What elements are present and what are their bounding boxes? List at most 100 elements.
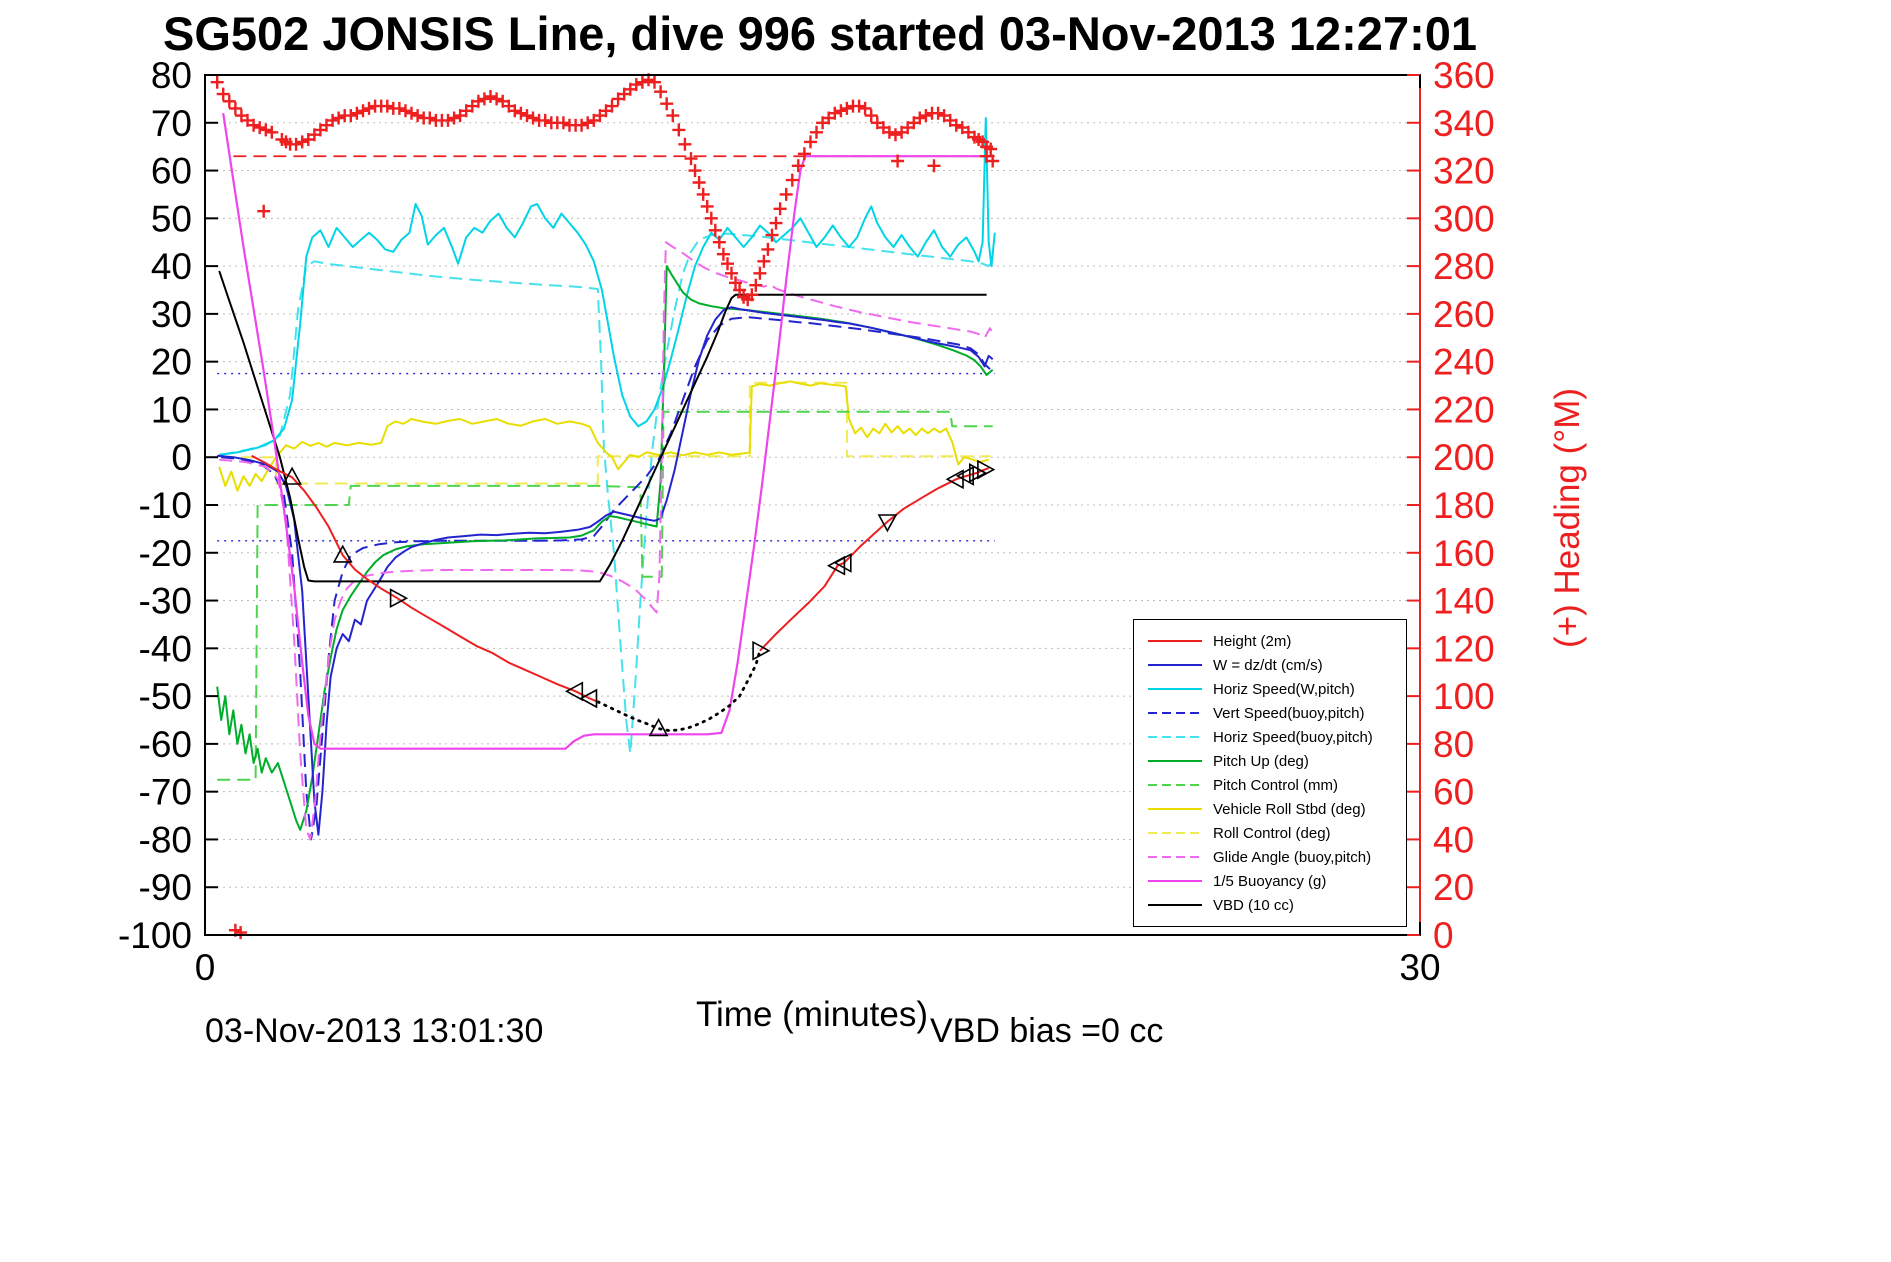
chart-title: SG502 JONSIS Line, dive 996 started 03-N… [162, 7, 1478, 60]
series-height-apogee [596, 649, 762, 732]
legend-item-pitch-up-deg: Pitch Up (deg) [1146, 749, 1406, 773]
footer-vbd-bias: VBD bias =0 cc [930, 1012, 1164, 1050]
legend-line-sample [1148, 832, 1202, 834]
legend-item-glide-angle-buoy-pitch: Glide Angle (buoy,pitch) [1146, 845, 1406, 869]
height-triangle-marker-13 [977, 459, 996, 480]
left-tick-label--10: -10 [139, 485, 192, 526]
right-tick-label-80: 80 [1433, 724, 1474, 765]
left-tick-label-70: 70 [151, 103, 192, 144]
right-tick-label-260: 260 [1433, 294, 1495, 335]
legend-line-sample [1148, 904, 1202, 906]
legend-item-horiz-speed-w-pitch: Horiz Speed(W,pitch) [1146, 677, 1406, 701]
series-heading-plus-markers [210, 73, 1000, 940]
left-tick-label-80: 80 [151, 55, 192, 96]
legend-item-w-dz-dt-cm-s: W = dz/dt (cm/s) [1146, 653, 1406, 677]
legend-line-sample [1148, 712, 1202, 714]
legend-line-sample [1148, 688, 1202, 690]
left-tick-label--40: -40 [139, 628, 192, 669]
legend-label: Pitch Up (deg) [1213, 752, 1309, 770]
series-horiz-speed-buoy [221, 232, 996, 755]
legend-line-sample [1148, 856, 1202, 858]
legend-label: Pitch Control (mm) [1213, 776, 1339, 794]
left-tick-label-20: 20 [151, 342, 192, 383]
legend-item-pitch-control-mm: Pitch Control (mm) [1146, 773, 1406, 797]
legend-line-sample [1148, 784, 1202, 786]
x-axis-label: Time (minutes) [695, 995, 929, 1034]
legend-line-sample [1148, 808, 1202, 810]
legend-item-height-2m: Height (2m) [1146, 629, 1406, 653]
right-tick-label-160: 160 [1433, 533, 1495, 574]
left-tick-label--20: -20 [139, 533, 192, 574]
legend-item-horiz-speed-buoy-pitch: Horiz Speed(buoy,pitch) [1146, 725, 1406, 749]
footer-start-timestamp: 03-Nov-2013 13:01:30 [205, 1012, 544, 1050]
left-tick-label--80: -80 [139, 819, 192, 860]
left-tick-label-40: 40 [151, 246, 192, 287]
x-tick-label-30: 30 [1399, 947, 1440, 988]
left-tick-label-10: 10 [151, 389, 192, 430]
legend-label: Horiz Speed(buoy,pitch) [1213, 728, 1373, 746]
right-tick-label-60: 60 [1433, 772, 1474, 813]
legend-label: Vehicle Roll Stbd (deg) [1213, 800, 1366, 818]
series-glide-angle [219, 241, 994, 841]
right-tick-label-320: 320 [1433, 151, 1495, 192]
right-tick-label-140: 140 [1433, 581, 1495, 622]
right-tick-label-100: 100 [1433, 676, 1495, 717]
height-triangle-marker-5 [648, 717, 669, 737]
series-height-ascent [759, 467, 990, 652]
legend-label: Vert Speed(buoy,pitch) [1213, 704, 1365, 722]
height-triangle-marker-2 [389, 588, 409, 609]
series-height-descent [251, 454, 599, 703]
legend-line-sample [1148, 640, 1202, 642]
right-tick-label-40: 40 [1433, 819, 1474, 860]
height-triangle-marker-9 [877, 514, 898, 533]
right-tick-label-340: 340 [1433, 103, 1495, 144]
left-tick-label--30: -30 [139, 581, 192, 622]
legend-label: Roll Control (deg) [1213, 824, 1331, 842]
right-tick-label-220: 220 [1433, 389, 1495, 430]
legend-line-sample [1148, 736, 1202, 738]
legend-line-sample [1148, 664, 1202, 666]
left-tick-label--70: -70 [139, 772, 192, 813]
left-tick-label--100: -100 [118, 915, 192, 956]
right-tick-label-180: 180 [1433, 485, 1495, 526]
legend: Height (2m) W = dz/dt (cm/s) Horiz Speed(W… [1133, 619, 1407, 927]
legend-item-vbd-10-cc: VBD (10 cc) [1146, 893, 1406, 917]
height-triangle-marker-11 [955, 465, 975, 486]
right-y-axis-label: (+) Heading (°M) [1548, 387, 1587, 648]
right-tick-label-280: 280 [1433, 246, 1495, 287]
legend-item-vehicle-roll-stbd-deg: Vehicle Roll Stbd (deg) [1146, 797, 1406, 821]
left-tick-label-50: 50 [151, 198, 192, 239]
right-tick-label-240: 240 [1433, 342, 1495, 383]
right-tick-label-0: 0 [1433, 915, 1454, 956]
height-triangle-marker-1 [332, 544, 353, 563]
series-vert-speed-buoy [221, 316, 992, 841]
left-tick-label-60: 60 [151, 151, 192, 192]
height-triangle-marker-3 [564, 681, 584, 702]
right-tick-label-200: 200 [1433, 437, 1495, 478]
left-tick-label-0: 0 [171, 437, 192, 478]
legend-line-sample [1148, 880, 1202, 882]
left-tick-label--60: -60 [139, 724, 192, 765]
series-pitch-up [216, 265, 994, 831]
height-triangle-marker-6 [752, 640, 771, 661]
legend-item-1-5-buoyancy-g: 1/5 Buoyancy (g) [1146, 869, 1406, 893]
legend-label: VBD (10 cc) [1213, 896, 1294, 914]
x-tick-label-0: 0 [195, 947, 216, 988]
right-tick-label-120: 120 [1433, 628, 1495, 669]
left-tick-label-30: 30 [151, 294, 192, 335]
height-triangle-marker-0 [282, 466, 302, 485]
legend-item-roll-control-deg: Roll Control (deg) [1146, 821, 1406, 845]
right-tick-label-360: 360 [1433, 55, 1495, 96]
legend-label: W = dz/dt (cm/s) [1213, 656, 1323, 674]
series-vehicle-roll [218, 380, 989, 492]
series-buoyancy [222, 113, 993, 750]
legend-label: Height (2m) [1213, 632, 1292, 650]
series-w-dzdt [217, 306, 994, 836]
legend-label: 1/5 Buoyancy (g) [1213, 872, 1327, 890]
legend-line-sample [1148, 760, 1202, 762]
legend-item-vert-speed-buoy-pitch: Vert Speed(buoy,pitch) [1146, 701, 1406, 725]
height-triangle-marker-4 [579, 688, 598, 709]
series-horiz-speed-w [219, 117, 996, 456]
